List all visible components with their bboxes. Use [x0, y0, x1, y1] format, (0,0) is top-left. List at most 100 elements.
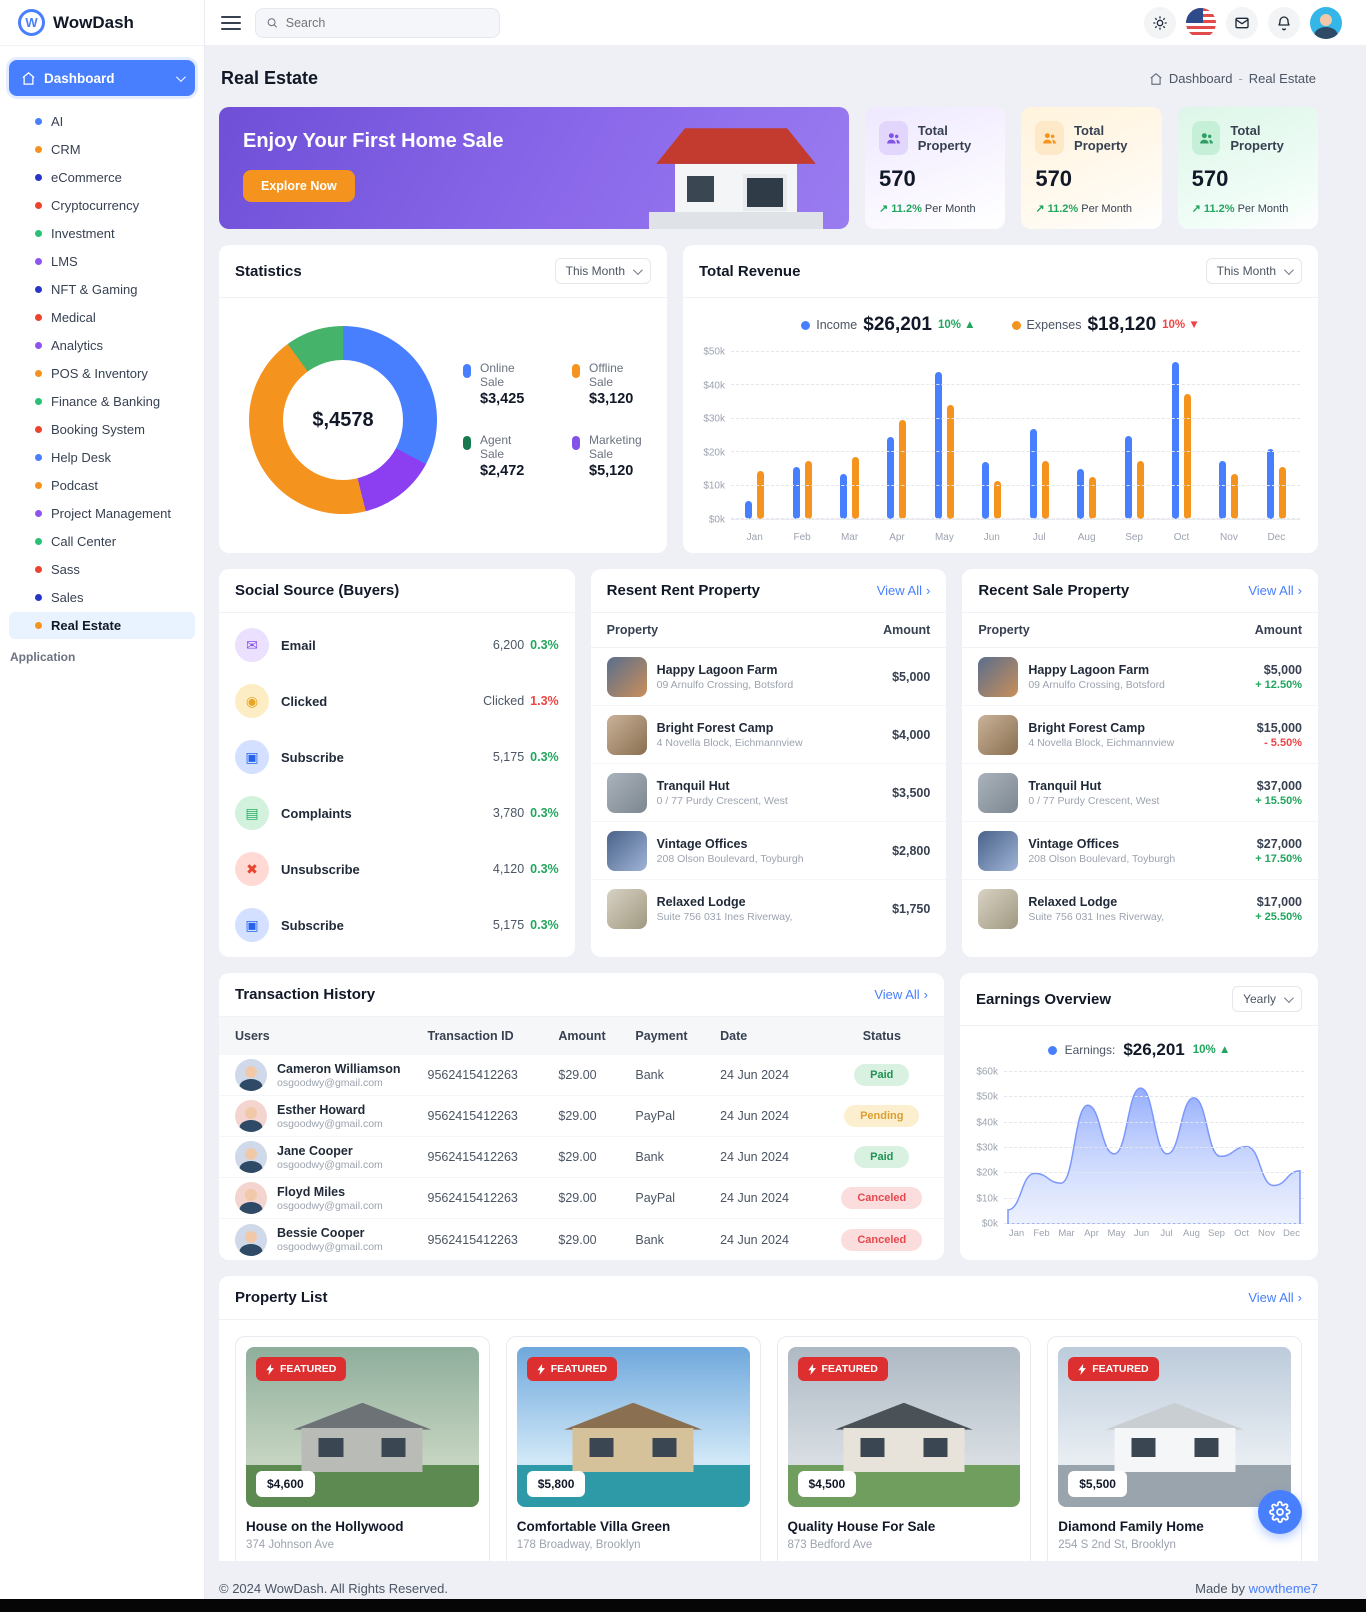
sidebar-item-lms[interactable]: LMS [9, 248, 195, 275]
notifications-button[interactable] [1268, 6, 1300, 39]
transaction-date: 24 Jun 2024 [720, 1068, 789, 1082]
earnings-period-select[interactable]: Yearly [1232, 986, 1302, 1012]
donut-legend: Online Sale $3,425 Offline Sale $3,120 Agent… [463, 361, 647, 479]
social-percent: 0.3% [530, 638, 559, 652]
lightning-icon [537, 1363, 545, 1375]
transactions-view-all-link[interactable]: View All › [874, 987, 928, 1002]
stat-title: Total Property [1074, 123, 1128, 153]
transaction-amount: $29.00 [558, 1150, 597, 1164]
statistics-period-select[interactable]: This Month [554, 258, 651, 284]
sidebar-item-help-desk[interactable]: Help Desk [9, 444, 195, 471]
transaction-row: Jane Cooper osgoodwy@gmail.com 956241541… [219, 1137, 944, 1178]
bar-group-oct [1158, 352, 1205, 519]
made-by-link[interactable]: wowtheme7 [1248, 1581, 1318, 1596]
sidebar-item-booking-system[interactable]: Booking System [9, 416, 195, 443]
sidebar-item-cryptocurrency[interactable]: Cryptocurrency [9, 192, 195, 219]
search-input[interactable] [285, 15, 489, 30]
bottom-strip [0, 1599, 1366, 1612]
chevron-right-icon: › [925, 583, 931, 598]
sidebar-item-sales[interactable]: Sales [9, 584, 195, 611]
property-name: Tranquil Hut [1028, 778, 1102, 793]
property-address: 4 Novella Block, Eichmannview [1028, 736, 1175, 749]
expenses-bar [1041, 460, 1049, 519]
sidebar-item-label: Medical [51, 310, 96, 325]
sidebar-item-label: Finance & Banking [51, 394, 161, 409]
sidebar-item-pos-inventory[interactable]: POS & Inventory [9, 360, 195, 387]
chevron-right-icon: › [923, 987, 928, 1002]
property-amount: $2,800 [892, 843, 931, 858]
sidebar-menu: AI CRM eCommerce Cryptocurrency Investment LM… [0, 106, 204, 642]
property-thumbnail [978, 656, 1019, 697]
social-title: Social Source (Buyers) [235, 582, 400, 599]
app-logo[interactable]: W WowDash [0, 0, 204, 46]
property-row: Vintage Offices 208 Olson Boulevard, Toyb… [962, 822, 1318, 880]
sidebar-item-project-management[interactable]: Project Management [9, 500, 195, 527]
sidebar-item-finance-banking[interactable]: Finance & Banking [9, 388, 195, 415]
property-amount: $1,750 [892, 901, 931, 916]
messages-button[interactable] [1226, 6, 1258, 39]
chevron-down-icon [632, 264, 643, 275]
featured-badge: FEATURED [1068, 1357, 1159, 1381]
revenue-period-select[interactable]: This Month [1205, 258, 1302, 284]
chevron-right-icon: › [1297, 583, 1302, 598]
settings-fab-button[interactable] [1258, 1490, 1302, 1534]
sidebar-item-crm[interactable]: CRM [9, 136, 195, 163]
statistics-card: Statistics This Month $,4578 Online Sale… [219, 245, 667, 553]
properties-view-all-link[interactable]: View All › [1248, 1290, 1302, 1305]
property-address: 208 Olson Boulevard, Toyburgh [656, 852, 804, 865]
sidebar-item-real-estate[interactable]: Real Estate [9, 612, 195, 639]
property-name: Bright Forest Camp [1028, 720, 1146, 735]
property-address: 873 Bedford Ave [787, 1539, 873, 1551]
user-avatar[interactable] [1310, 6, 1342, 39]
footer: © 2024 WowDash. All Rights Reserved. Mad… [219, 1581, 1318, 1596]
property-card: FEATURED $5,500 Diamond Family Home 254 S… [1047, 1336, 1302, 1561]
sidebar-item-medical[interactable]: Medical [9, 304, 195, 331]
sidebar-item-ai[interactable]: AI [9, 108, 195, 135]
theme-toggle-button[interactable] [1144, 6, 1176, 39]
breadcrumb-home[interactable]: Dashboard [1168, 71, 1233, 86]
search-box[interactable] [255, 7, 500, 38]
status-badge: Paid [854, 1146, 910, 1168]
featured-badge: FEATURED [526, 1357, 618, 1381]
sidebar-item-nft-gaming[interactable]: NFT & Gaming [9, 276, 195, 303]
sidebar-item-call-center[interactable]: Call Center [9, 528, 195, 555]
house-illustration [834, 1402, 973, 1472]
copyright-text: © 2024 WowDash. All Rights Reserved. [219, 1581, 448, 1596]
transaction-row: Cameron Williamson osgoodwy@gmail.com 95… [219, 1055, 944, 1096]
user-email: osgoodwy@gmail.com [277, 1199, 383, 1212]
property-name: Comfortable Villa Green [516, 1519, 671, 1534]
stat-value: 570 [1191, 166, 1229, 191]
sidebar-item-ecommerce[interactable]: eCommerce [9, 164, 195, 191]
sidebar-item-label: Investment [51, 226, 115, 241]
explore-now-button[interactable]: Explore Now [243, 170, 355, 202]
bullet-icon [35, 538, 42, 545]
property-address: 208 Olson Boulevard, Toyburgh [1028, 852, 1176, 865]
property-amount: $3,500 [892, 785, 931, 800]
earnings-x-axis: Jan Feb Mar Apr May Jun Jul Aug Sep Oct Nov Dec [1008, 1228, 1300, 1239]
sidebar-item-podcast[interactable]: Podcast [9, 472, 195, 499]
property-address: Suite 756 031 Ines Riverway, [656, 910, 793, 923]
social-label: Complaints [281, 805, 352, 821]
rent-title: Resent Rent Property [606, 582, 761, 599]
users-icon [1191, 121, 1221, 155]
user-avatar [235, 1100, 267, 1132]
sidebar-dashboard-button[interactable]: Dashboard [9, 60, 195, 96]
expenses-bar [852, 457, 860, 519]
income-dot-icon [801, 320, 811, 330]
rent-view-all-link[interactable]: View All › [876, 583, 931, 598]
property-row: Bright Forest Camp 4 Novella Block, Eichm… [590, 706, 947, 764]
sidebar-item-sass[interactable]: Sass [9, 556, 195, 583]
menu-toggle-icon[interactable] [221, 15, 241, 30]
social-source-row: ▣ Subscribe 5,175 0.3% [235, 729, 559, 785]
sidebar-item-investment[interactable]: Investment [9, 220, 195, 247]
property-amount: $15,000- 5.50% [1256, 720, 1302, 749]
sidebar-item-label: AI [51, 114, 64, 129]
bell-icon [1278, 15, 1290, 30]
stat-change: ↗ 11.2% Per Month [1035, 203, 1132, 215]
legend-label: Online Sale [480, 361, 515, 389]
property-thumbnail [606, 888, 647, 929]
language-flag-icon[interactable] [1186, 7, 1216, 38]
bar-group-apr [873, 352, 920, 519]
sidebar-item-analytics[interactable]: Analytics [9, 332, 195, 359]
sale-view-all-link[interactable]: View All › [1248, 583, 1302, 598]
